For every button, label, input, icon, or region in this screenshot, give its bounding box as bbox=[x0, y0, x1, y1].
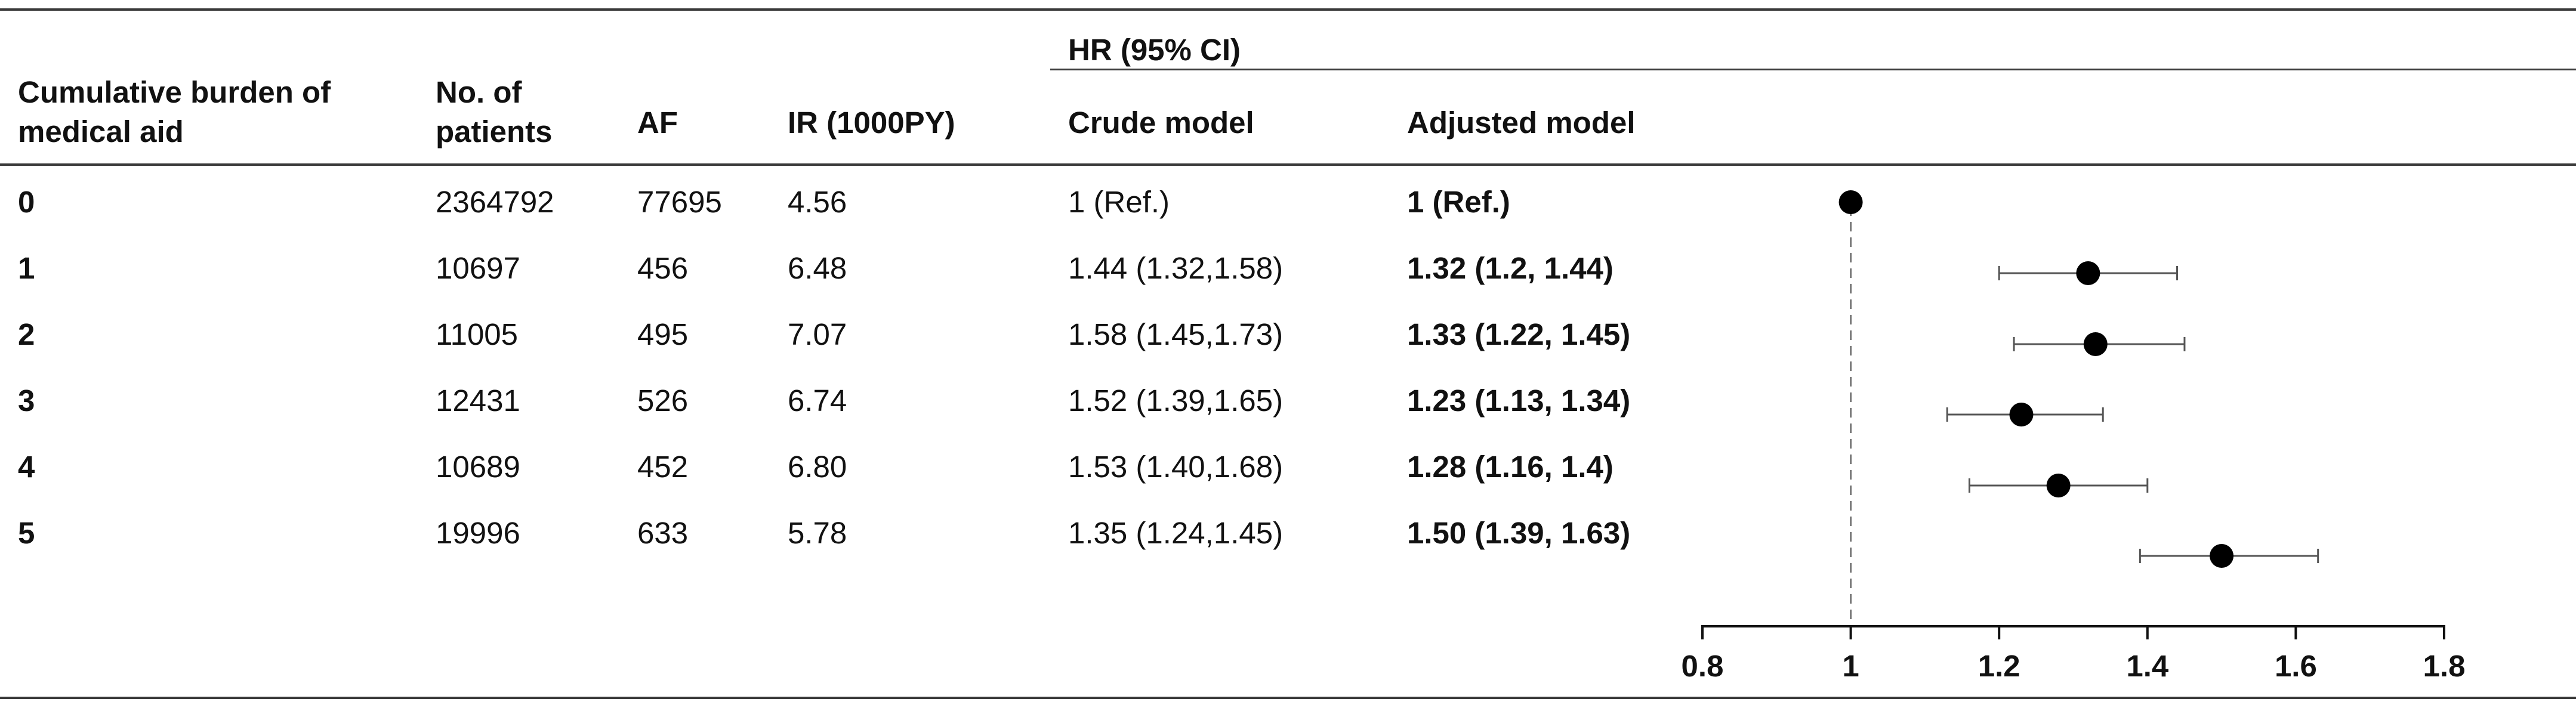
top-rule bbox=[0, 8, 2576, 11]
header-adjusted: Adjusted model bbox=[1407, 106, 1636, 140]
cell-adjusted: 1.28 (1.16, 1.4) bbox=[1407, 450, 1614, 484]
cell-ir: 4.56 bbox=[788, 185, 847, 219]
cell-adjusted: 1.32 (1.2, 1.44) bbox=[1407, 251, 1614, 285]
cell-burden: 5 bbox=[18, 516, 35, 550]
header-af: AF bbox=[637, 106, 678, 140]
cell-patients: 10689 bbox=[436, 450, 520, 484]
hr-group-header: HR (95% CI) bbox=[1068, 33, 1241, 67]
cell-crude: 1 (Ref.) bbox=[1068, 185, 1170, 219]
cell-burden: 4 bbox=[18, 450, 35, 484]
cell-af: 456 bbox=[637, 251, 689, 285]
hr-group-rule bbox=[1050, 69, 2576, 70]
header-burden: Cumulative burden of medical aid bbox=[18, 75, 331, 149]
hr-point bbox=[2083, 332, 2108, 356]
cell-af: 77695 bbox=[637, 185, 722, 219]
hr-point bbox=[2046, 474, 2071, 497]
cell-patients: 19996 bbox=[436, 516, 520, 550]
x-tick-label: 0.8 bbox=[1682, 649, 1724, 683]
cell-burden: 1 bbox=[18, 251, 35, 285]
cell-af: 452 bbox=[637, 450, 689, 484]
cell-patients: 12431 bbox=[436, 384, 520, 418]
hr-point bbox=[2009, 403, 2034, 426]
cell-af: 526 bbox=[637, 384, 689, 418]
cell-ir: 6.80 bbox=[788, 450, 847, 484]
cell-crude: 1.35 (1.24,1.45) bbox=[1068, 516, 1284, 550]
cell-adjusted: 1.23 (1.13, 1.34) bbox=[1407, 384, 1631, 418]
cell-ir: 6.48 bbox=[788, 251, 847, 285]
header-crude: Crude model bbox=[1068, 106, 1254, 140]
cell-crude: 1.53 (1.40,1.68) bbox=[1068, 450, 1284, 484]
cell-ir: 6.74 bbox=[788, 384, 847, 418]
x-tick-label: 1.8 bbox=[2423, 649, 2466, 683]
cell-adjusted: 1.50 (1.39, 1.63) bbox=[1407, 516, 1631, 550]
cell-ir: 5.78 bbox=[788, 516, 847, 550]
header-ir: IR (1000PY) bbox=[788, 106, 955, 140]
x-tick-label: 1.6 bbox=[2275, 649, 2317, 683]
hr-point bbox=[1838, 190, 1863, 214]
x-tick-label: 1.4 bbox=[2126, 649, 2169, 683]
cell-patients: 10697 bbox=[436, 251, 520, 285]
header-patients: No. of patients bbox=[436, 75, 553, 149]
cell-patients: 11005 bbox=[436, 317, 519, 351]
cell-crude: 1.44 (1.32,1.58) bbox=[1068, 251, 1284, 285]
cell-af: 495 bbox=[637, 317, 689, 351]
bottom-rule bbox=[0, 697, 2576, 699]
cell-adjusted: 1.33 (1.22, 1.45) bbox=[1407, 317, 1631, 351]
cell-burden: 3 bbox=[18, 384, 35, 418]
cell-crude: 1.52 (1.39,1.65) bbox=[1068, 384, 1284, 418]
cell-crude: 1.58 (1.45,1.73) bbox=[1068, 317, 1284, 351]
x-tick-label: 1.2 bbox=[1978, 649, 2020, 683]
cell-burden: 2 bbox=[18, 317, 35, 351]
hr-point bbox=[2210, 544, 2234, 568]
cell-af: 633 bbox=[637, 516, 689, 550]
hr-point bbox=[2076, 261, 2100, 285]
cell-patients: 2364792 bbox=[436, 185, 554, 219]
cell-adjusted: 1 (Ref.) bbox=[1407, 185, 1510, 219]
header-bottom-rule bbox=[0, 163, 2576, 166]
cell-burden: 0 bbox=[18, 185, 35, 219]
x-tick-label: 1 bbox=[1842, 649, 1859, 683]
cell-ir: 7.07 bbox=[788, 317, 847, 351]
